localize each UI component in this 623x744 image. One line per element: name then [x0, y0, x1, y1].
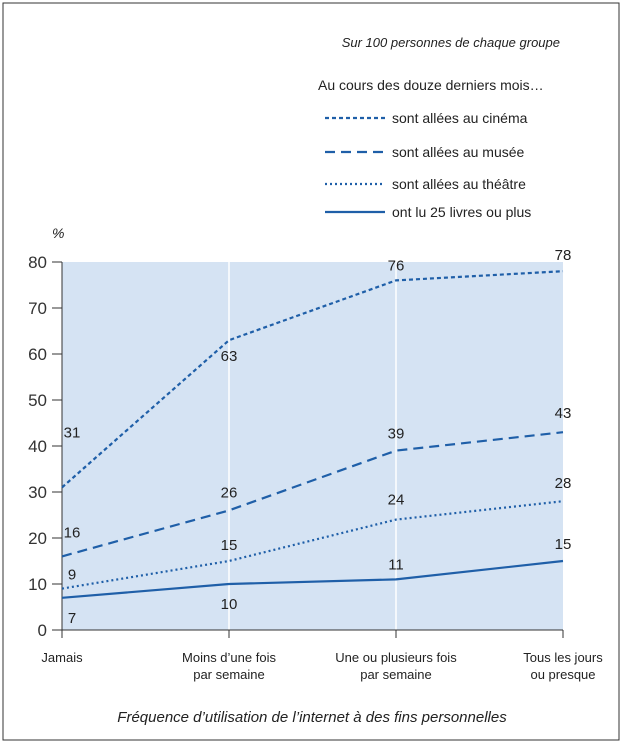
x-tick-label: Jamais [41, 650, 83, 665]
value-label: 63 [221, 348, 238, 365]
value-label: 10 [221, 596, 238, 613]
y-tick-label: 30 [28, 483, 47, 502]
y-tick-label: 10 [28, 575, 47, 594]
value-label: 15 [221, 537, 238, 554]
plot-area [62, 262, 563, 630]
y-tick-label: 70 [28, 299, 47, 318]
legend-label: sont allées au musée [392, 144, 525, 160]
legend-label: sont allées au cinéma [392, 110, 528, 126]
value-label: 28 [555, 475, 572, 492]
value-label: 7 [68, 610, 76, 627]
subtitle: Sur 100 personnes de chaque groupe [342, 35, 560, 50]
y-unit: % [52, 225, 64, 241]
y-tick-label: 80 [28, 253, 47, 272]
value-label: 26 [221, 484, 238, 501]
legend-label: ont lu 25 livres ou plus [392, 204, 531, 220]
y-tick-label: 40 [28, 437, 47, 456]
x-tick-label: Une ou plusieurs fois par semaine [335, 650, 457, 682]
legend-title: Au cours des douze derniers mois… [318, 77, 544, 93]
value-label: 39 [388, 426, 405, 443]
y-tick-label: 60 [28, 345, 47, 364]
value-label: 15 [555, 536, 572, 553]
x-axis-title: Fréquence d’utilisation de l’internet à … [117, 709, 507, 726]
value-label: 16 [64, 524, 81, 541]
y-tick-label: 20 [28, 529, 47, 548]
series-line [61, 559, 564, 599]
value-label: 9 [68, 567, 76, 584]
legend-label: sont allées au théâtre [392, 176, 526, 192]
series-line [61, 500, 564, 590]
x-tick-label: Tous les jours ou presque [523, 650, 603, 682]
value-label: 11 [388, 556, 404, 573]
y-tick-label: 50 [28, 391, 47, 410]
series-line [61, 270, 564, 489]
value-label: 43 [555, 405, 572, 422]
series-line [61, 431, 564, 558]
y-tick-label: 0 [38, 621, 47, 640]
value-label: 76 [388, 257, 405, 274]
value-label: 78 [555, 247, 572, 264]
value-label: 31 [64, 424, 81, 441]
x-tick-label: Moins d’une fois par semaine [182, 650, 276, 682]
value-label: 24 [388, 492, 405, 509]
